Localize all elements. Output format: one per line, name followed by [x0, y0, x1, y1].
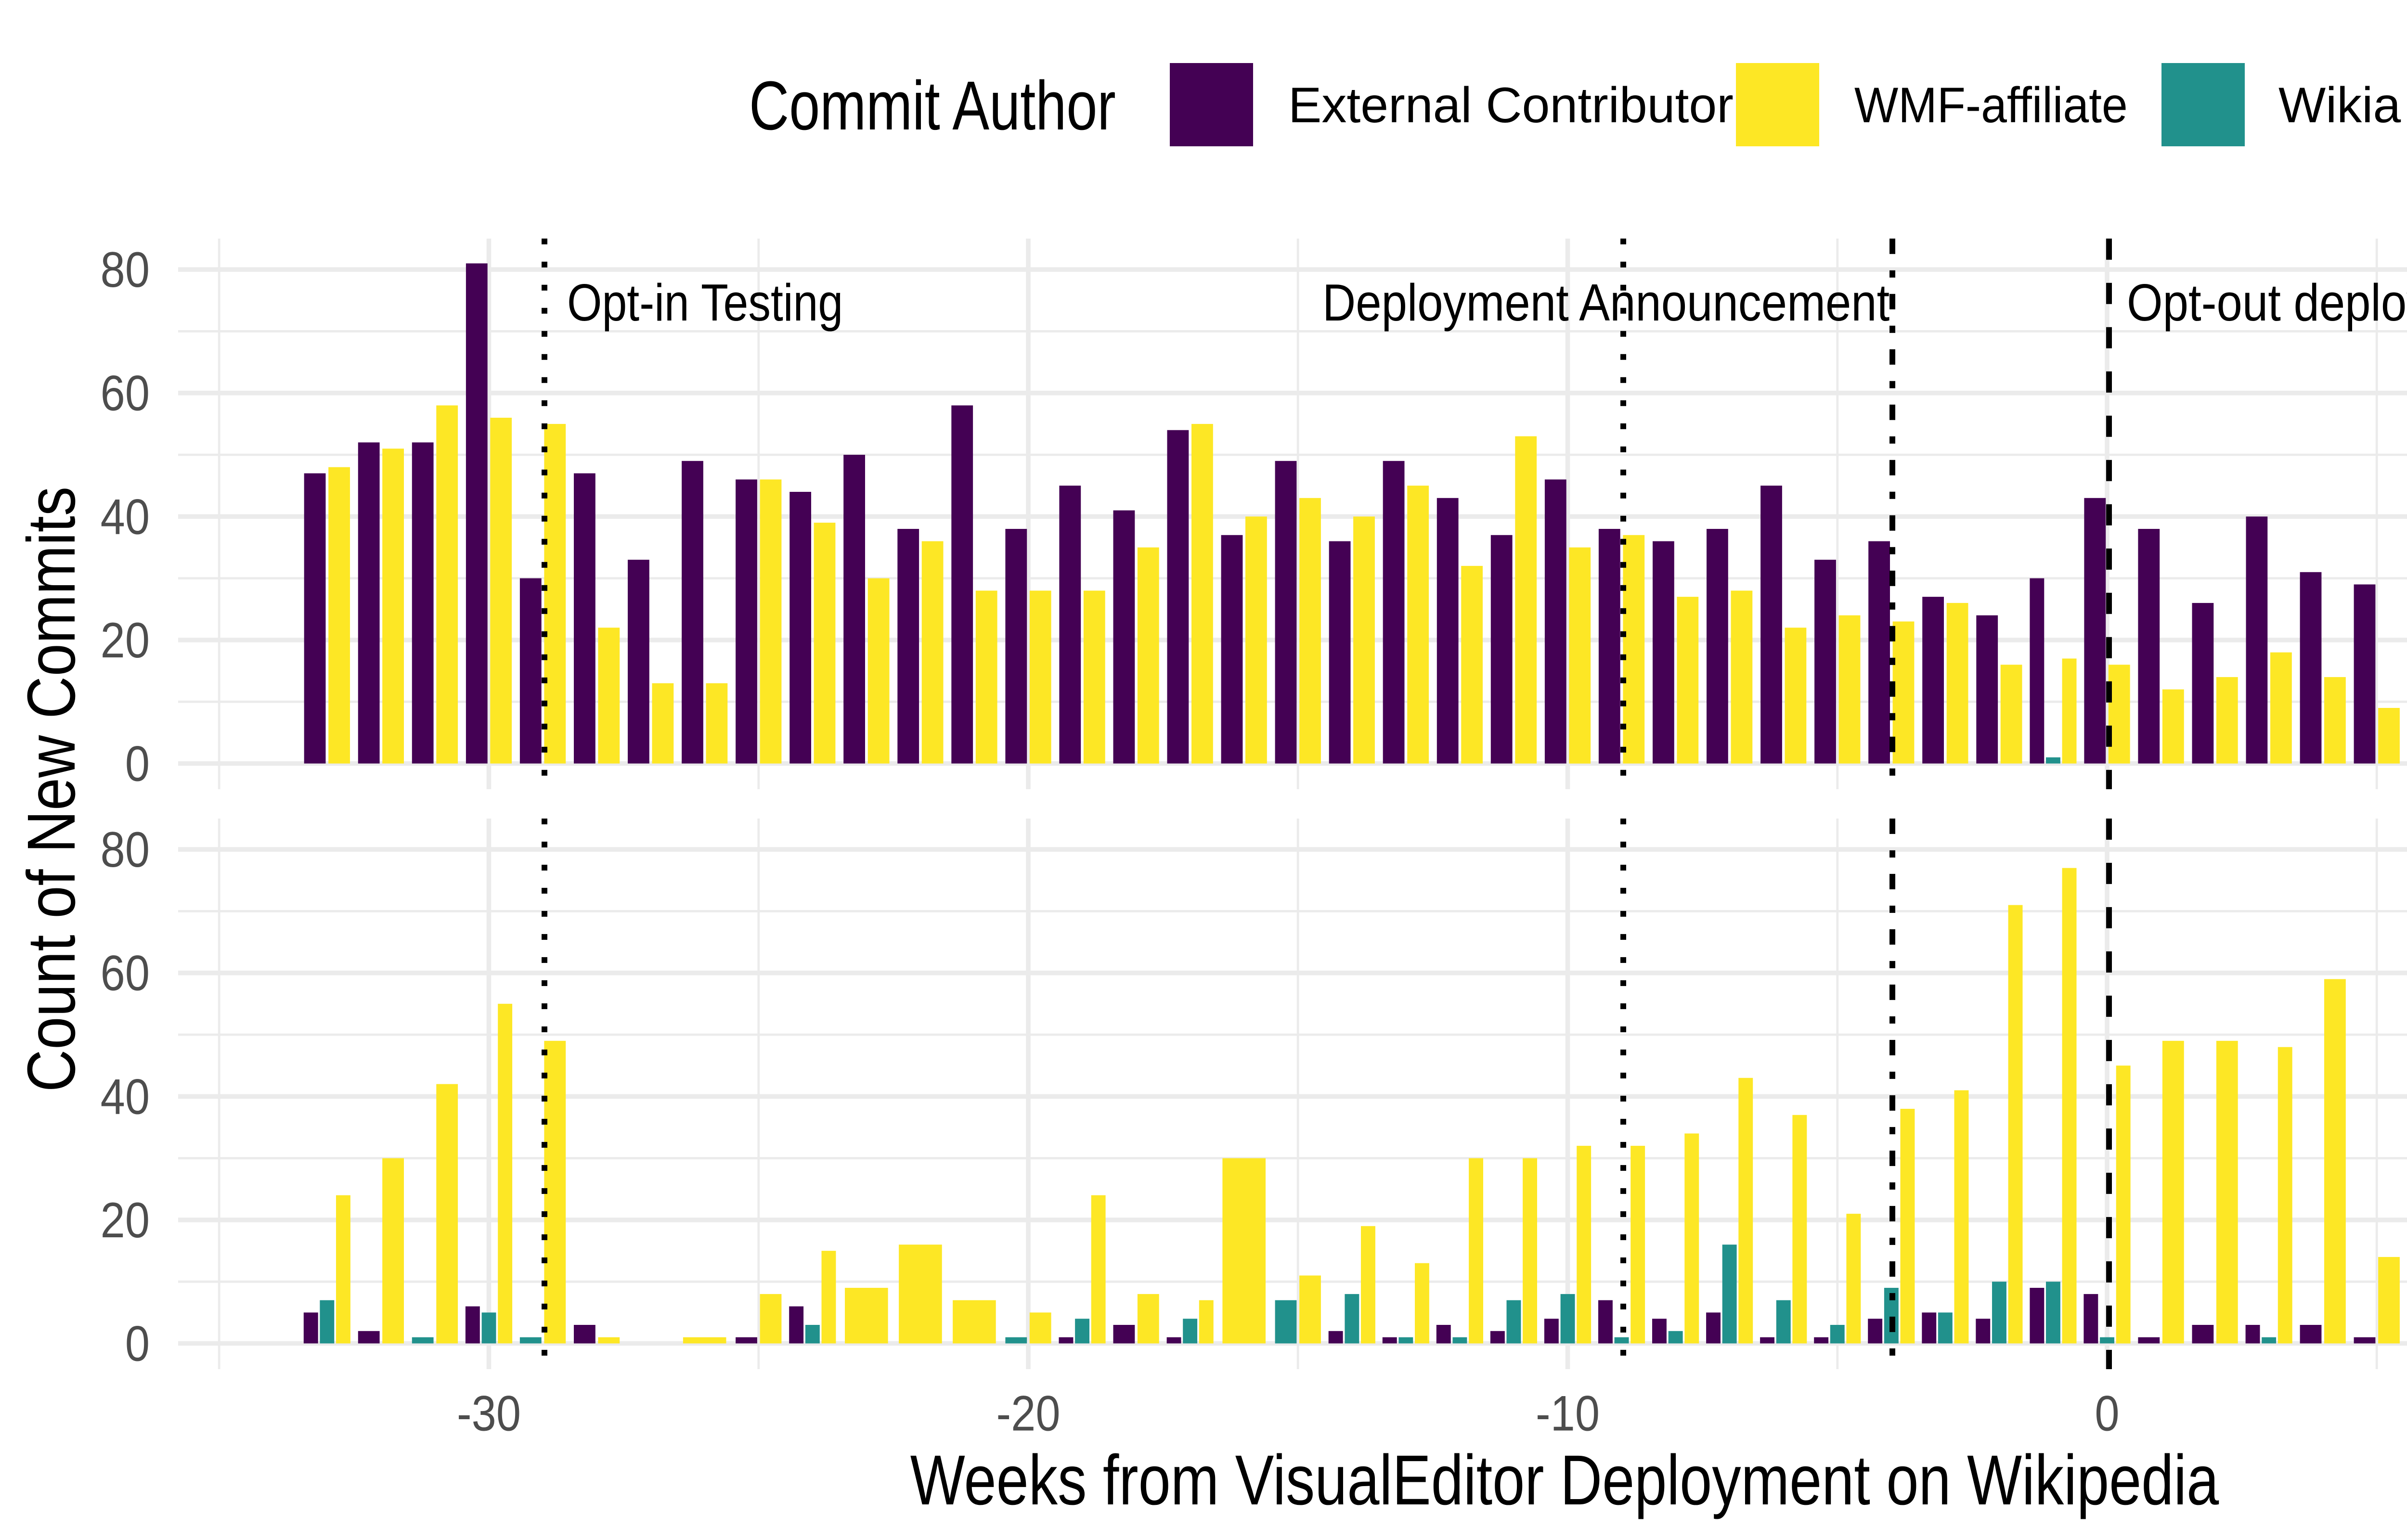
svg-text:Opt-out deployment: Opt-out deployment: [2127, 273, 2407, 332]
svg-text:0: 0: [2095, 1385, 2119, 1441]
svg-text:80: 80: [101, 242, 150, 297]
svg-text:Weeks from VisualEditor Deploy: Weeks from VisualEditor Deployment on Wi…: [910, 1441, 2219, 1520]
svg-text:-20: -20: [996, 1385, 1060, 1441]
svg-text:20: 20: [101, 612, 150, 668]
svg-text:-30: -30: [457, 1385, 521, 1441]
svg-text:-10: -10: [1536, 1385, 1600, 1441]
svg-text:WMF-affiliate: WMF-affiliate: [1854, 77, 2128, 133]
svg-text:0: 0: [125, 735, 150, 791]
svg-text:Commit Author: Commit Author: [749, 67, 1116, 144]
svg-text:Count of New Commits: Count of New Commits: [13, 487, 89, 1092]
svg-text:External Contributor: External Contributor: [1288, 77, 1734, 133]
svg-text:60: 60: [101, 365, 150, 421]
svg-text:Opt-in Testing: Opt-in Testing: [567, 273, 843, 332]
svg-text:Wikia: Wikia: [2278, 77, 2401, 133]
svg-text:40: 40: [101, 488, 150, 544]
svg-text:80: 80: [101, 821, 150, 877]
svg-text:60: 60: [101, 945, 150, 1001]
svg-text:0: 0: [125, 1315, 150, 1371]
svg-text:20: 20: [101, 1192, 150, 1248]
svg-text:40: 40: [101, 1068, 150, 1124]
svg-text:Deployment Announcement: Deployment Announcement: [1322, 273, 1889, 332]
